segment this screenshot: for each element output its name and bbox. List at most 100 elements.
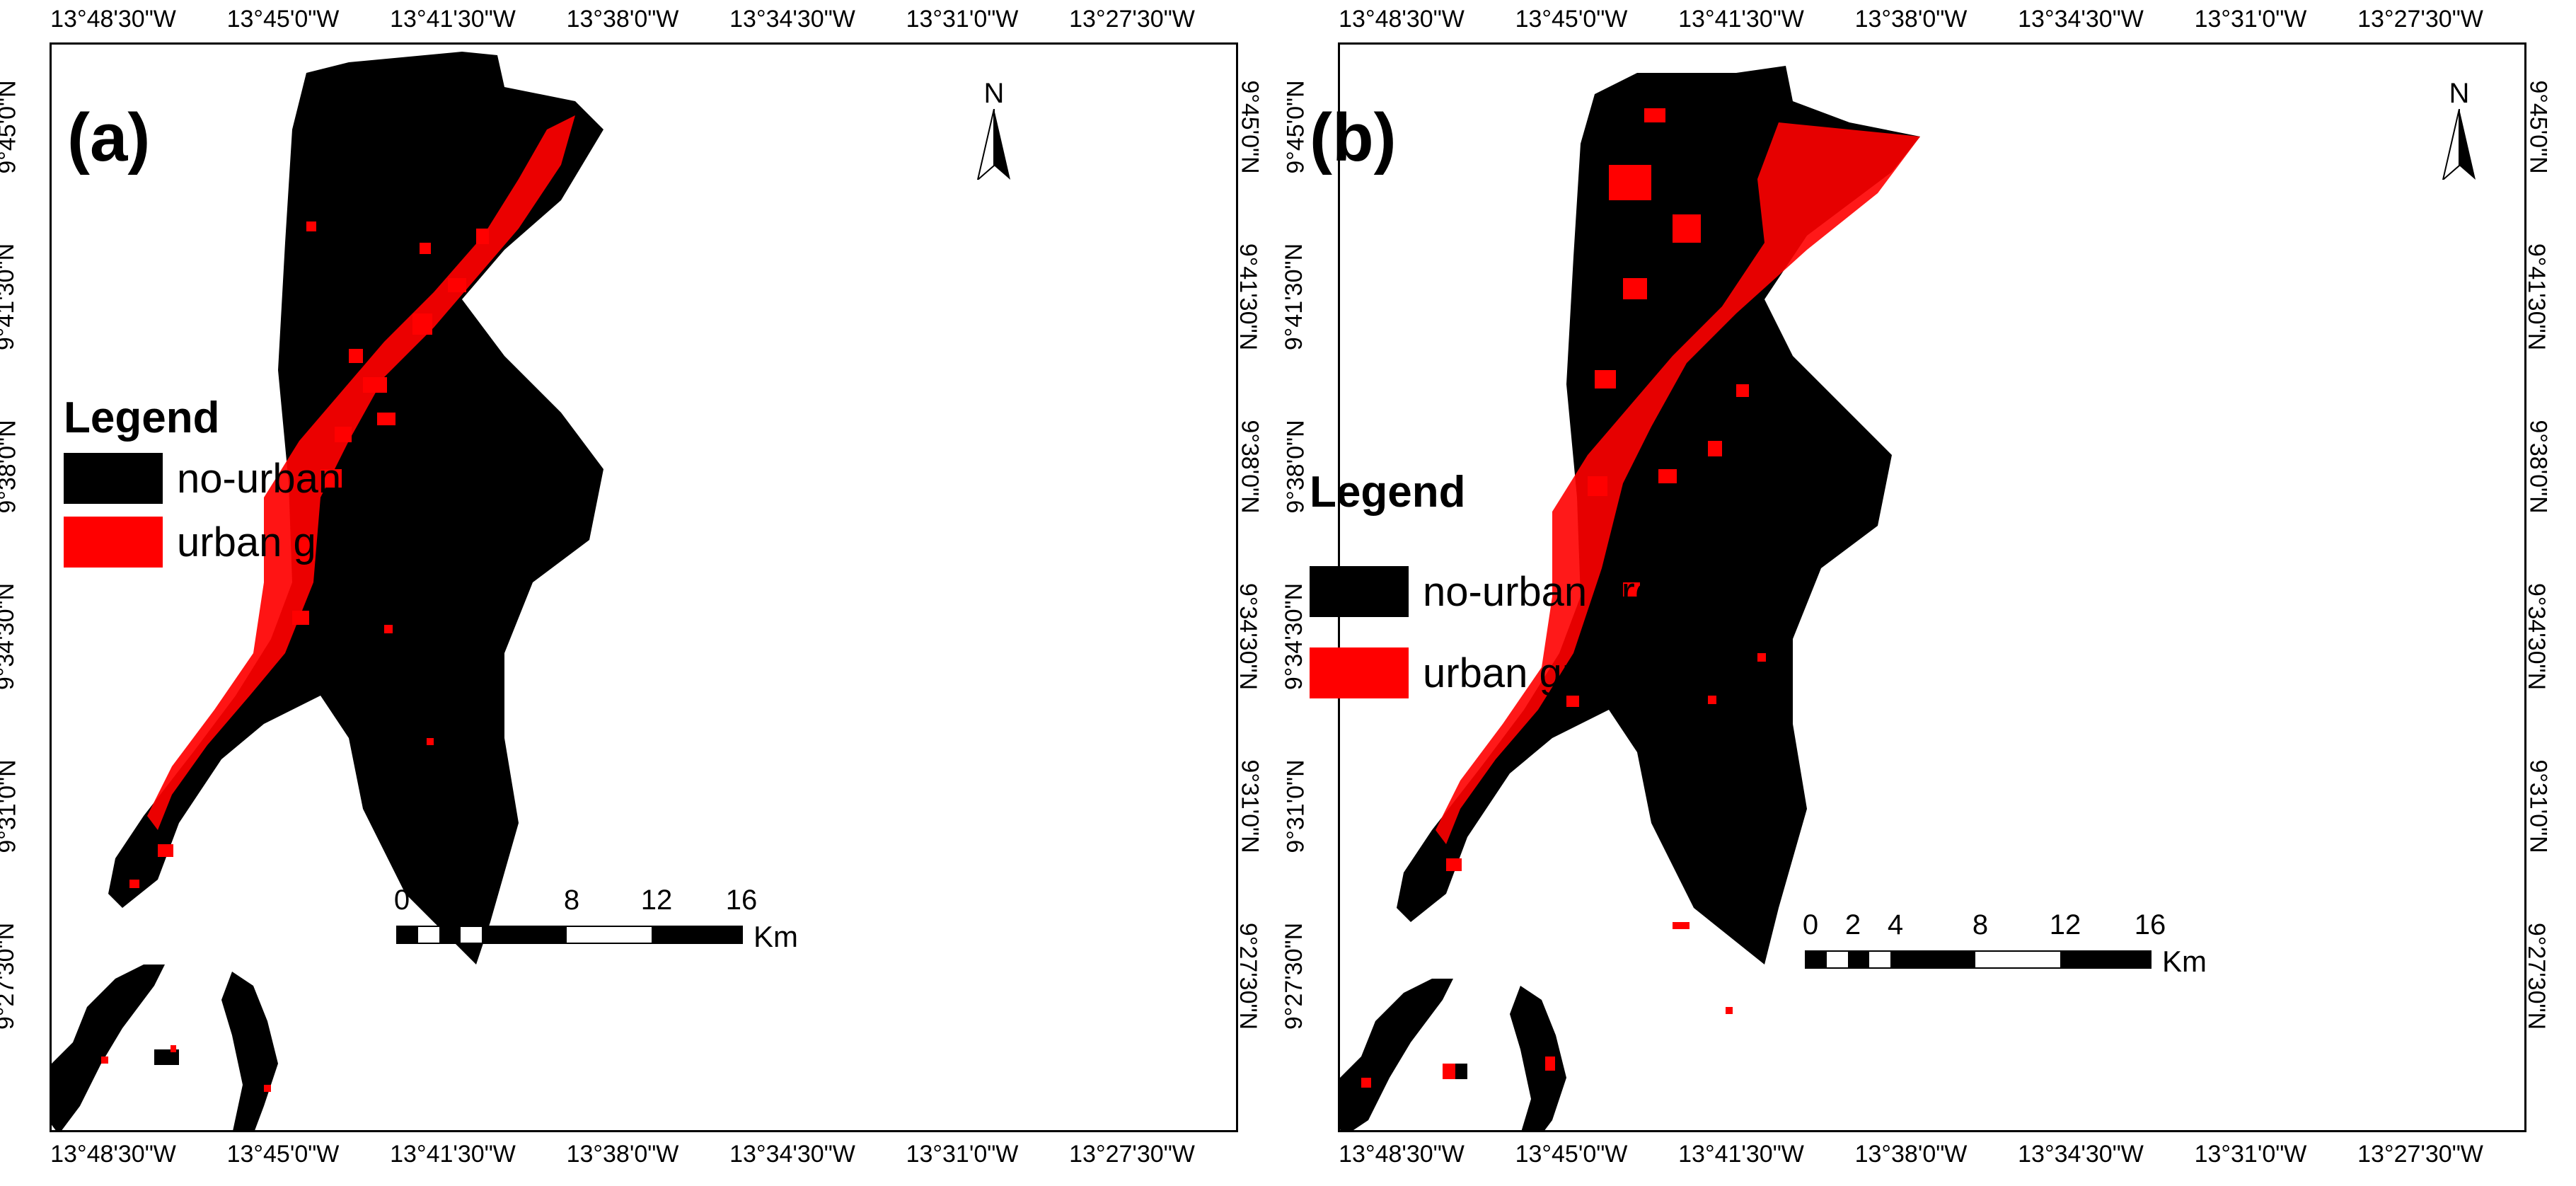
lat-tick-left: 9°45'0"N <box>0 80 21 174</box>
scale-tick-label: 16 <box>725 885 758 916</box>
urban-growth-speckles <box>1446 108 1766 1014</box>
islet-urban <box>171 1045 176 1052</box>
legend-title: Legend <box>1310 468 1466 517</box>
scale-tick-label: 4 <box>1887 909 1904 940</box>
lon-tick-top: 13°41'30"W <box>390 6 516 33</box>
lon-tick-bottom: 13°34'30"W <box>2018 1141 2144 1168</box>
lat-tick-left: 9°41'30"N <box>0 243 20 351</box>
islet <box>154 1049 179 1065</box>
lat-tick-left: 9°34'30"N <box>1281 582 1308 691</box>
scale-tick-label: 0 <box>393 885 410 916</box>
island-right <box>221 972 278 1130</box>
lat-tick-right: 9°45'0"N <box>2524 80 2552 174</box>
lat-tick-right: 9°31'0"N <box>2524 759 2552 853</box>
island-urban-spot <box>264 1085 271 1092</box>
legend-swatch-red <box>64 517 163 568</box>
lon-tick-bottom: 13°27'30"W <box>2357 1141 2483 1168</box>
panel-label: (b) <box>1310 100 1397 175</box>
scale-unit: Km <box>753 920 798 953</box>
landmass-map <box>1340 66 1920 1130</box>
lon-tick-bottom: 13°38'0"W <box>1854 1141 1968 1168</box>
lat-tick-right: 9°38'0"N <box>1236 420 1264 514</box>
legend-label: no-urban growth <box>177 455 476 502</box>
lon-tick-bottom: 13°48'30"W <box>1339 1141 1465 1168</box>
lat-tick-left: 9°38'0"N <box>1282 420 1310 514</box>
scale-tick-label: 8 <box>1972 909 1989 940</box>
north-arrow-icon <box>976 109 1010 180</box>
island-urban-spot <box>101 1057 108 1064</box>
scale-bar-graphic <box>396 926 743 944</box>
lon-tick-top: 13°27'30"W <box>2357 6 2483 33</box>
lon-tick-top: 13°48'30"W <box>1339 6 1465 33</box>
scale-bar-graphic <box>1805 950 2152 969</box>
lon-tick-top: 13°41'30"W <box>1678 6 1804 33</box>
lon-tick-top: 13°27'30"W <box>1069 6 1195 33</box>
north-arrow: N <box>976 78 1012 180</box>
lon-tick-bottom: 13°31'0"W <box>2194 1141 2307 1168</box>
lat-tick-right: 9°38'0"N <box>2524 420 2552 514</box>
lon-tick-bottom: 13°38'0"W <box>566 1141 679 1168</box>
lon-tick-bottom: 13°41'30"W <box>1678 1141 1804 1168</box>
lat-tick-left: 9°45'0"N <box>1282 80 1310 174</box>
lon-tick-top: 13°48'30"W <box>50 6 176 33</box>
island-left <box>1340 979 1453 1130</box>
urban-growth-area <box>147 115 575 830</box>
lat-tick-left: 9°41'30"N <box>1281 243 1308 351</box>
north-arrow-icon <box>2442 109 2476 180</box>
legend-item-urban: urban growth <box>1310 647 1663 698</box>
lon-tick-top: 13°38'0"W <box>1854 6 1968 33</box>
legend-swatch-red <box>1310 647 1409 698</box>
no-urban-area <box>108 52 603 965</box>
legend-swatch-black <box>1310 566 1409 617</box>
island-urban-spot <box>1545 1057 1555 1071</box>
lat-tick-left: 9°34'30"N <box>0 582 20 691</box>
island-urban-spot <box>1361 1078 1371 1088</box>
scale-tick-label: 2 <box>436 885 453 916</box>
scale-tick-label: 16 <box>2134 909 2166 940</box>
lon-tick-bottom: 13°34'30"W <box>729 1141 855 1168</box>
lon-tick-top: 13°31'0"W <box>906 6 1019 33</box>
map-panel-a: 13°48'30"W 13°45'0"W 13°41'30"W 13°38'0"… <box>0 6 1264 1168</box>
lon-tick-top: 13°45'0"W <box>1515 6 1628 33</box>
no-urban-area <box>1397 66 1920 965</box>
lon-tick-bottom: 13°31'0"W <box>906 1141 1019 1168</box>
legend-swatch-black <box>64 453 163 504</box>
lon-tick-top: 13°45'0"W <box>226 6 340 33</box>
landmass-map <box>52 52 603 1130</box>
legend-label: urban growth <box>1423 650 1663 696</box>
scale-tick-label: 4 <box>478 885 495 916</box>
scale-tick-label: 8 <box>563 885 580 916</box>
lon-tick-top: 13°34'30"W <box>2018 6 2144 33</box>
islet-urban <box>1443 1064 1455 1079</box>
lat-tick-left: 9°27'30"N <box>0 922 20 1030</box>
legend-label: no-urban growth <box>1423 568 1722 615</box>
lon-tick-bottom: 13°41'30"W <box>390 1141 516 1168</box>
lat-tick-right: 9°31'0"N <box>1236 759 1264 853</box>
scale-bar: 0 2 4 8 12 16 Km <box>1802 909 2229 1001</box>
lon-tick-top: 13°38'0"W <box>566 6 679 33</box>
lat-tick-right: 9°45'0"N <box>1236 80 1264 174</box>
north-letter: N <box>983 78 1005 109</box>
lat-tick-left: 9°38'0"N <box>0 420 21 514</box>
legend-title: Legend <box>64 393 220 442</box>
legend-item-no-urban: no-urban growth <box>1310 566 1721 617</box>
lon-tick-bottom: 13°48'30"W <box>50 1141 176 1168</box>
island-right <box>1510 986 1566 1130</box>
map-panel-b: 13°48'30"W 13°45'0"W 13°41'30"W 13°38'0"… <box>1281 0 2576 1186</box>
lon-tick-bottom: 13°45'0"W <box>1515 1141 1628 1168</box>
lat-tick-left: 9°27'30"N <box>1281 922 1308 1030</box>
legend-label: urban growth <box>177 519 417 565</box>
urban-growth-area <box>1436 122 1920 844</box>
legend-item-urban: urban growth <box>64 517 417 568</box>
lat-tick-left: 9°31'0"N <box>1282 759 1310 853</box>
scale-tick-label: 0 <box>1802 909 1819 940</box>
map-frame <box>50 42 1238 1132</box>
legend-item-no-urban: no-urban growth <box>64 453 475 504</box>
lat-tick-left: 9°31'0"N <box>0 759 21 853</box>
scale-tick-label: 12 <box>2049 909 2081 940</box>
panel-label: (a) <box>67 100 151 175</box>
lon-tick-bottom: 13°45'0"W <box>226 1141 340 1168</box>
lon-tick-top: 13°34'30"W <box>729 6 855 33</box>
north-letter: N <box>2449 78 2470 109</box>
scale-tick-label: 2 <box>1844 909 1861 940</box>
